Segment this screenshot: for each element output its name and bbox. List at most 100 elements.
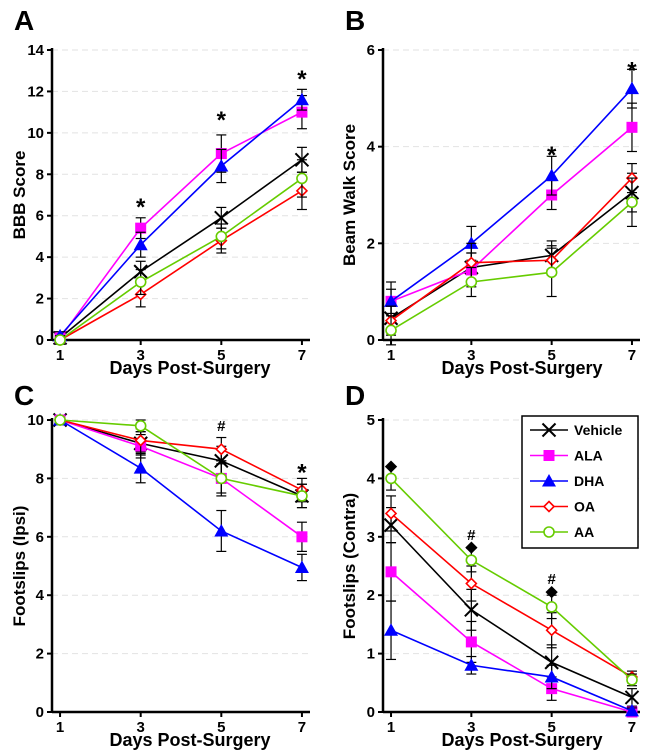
y-axis-title: Footslips (Contra) [340,493,359,639]
series-line [390,88,633,302]
annotation-marker: * [547,142,557,169]
annotation-marker: * [297,66,307,93]
x-tick-label: 3 [137,347,145,364]
series-line [390,477,633,681]
marker-x-stroke [464,602,479,618]
annotation-marker: ◆ [384,458,397,475]
data-point [54,334,66,346]
data-point [134,276,147,288]
series-line [390,512,633,678]
x-tick-label: 1 [56,719,64,736]
legend-label: DHA [574,473,604,489]
y-tick-label: 0 [36,704,44,721]
data-point [624,81,639,95]
x-tick-label: 5 [547,719,555,736]
y-tick-label: 1 [367,646,375,663]
series-line [59,177,303,341]
legend-item: ALA [530,448,603,464]
data-point [133,237,148,251]
y-tick-label: 6 [36,208,44,225]
y-axis-title: BBB Score [10,151,29,240]
annotation-marker: ◆ [545,583,558,600]
legend-label: ALA [574,448,603,464]
chart-panel-a: 0 2 4 6 8 10 12 14 1 3 5 7 Days Post-Surgery BBB Scor… [10,5,310,378]
series-line [59,419,303,538]
data-point [296,531,308,543]
y-tick-label: 2 [36,291,44,308]
y-tick-label: 8 [36,166,44,183]
y-tick-label: 6 [36,529,44,546]
legend-item: OA [530,499,595,515]
series-line [59,419,303,491]
series-dha [53,88,309,342]
y-tick-label: 0 [36,332,44,349]
x-tick-label: 7 [298,347,306,364]
y-tick-label: 4 [36,249,45,266]
x-tick-label: 7 [628,347,636,364]
series-ala [385,102,638,315]
y-axis-title: Footslips (Ipsi) [10,506,29,627]
data-point [624,703,639,717]
series-ala [54,414,308,553]
y-tick-label: 4 [367,470,376,487]
legend-swatch-marker [543,450,555,461]
annotation-marker: ◆ [465,539,478,556]
series-aa [385,466,638,687]
series-line [59,111,303,339]
series-vehicle [52,146,310,346]
data-point [626,121,638,133]
data-point [385,324,397,337]
data-point [54,414,66,426]
x-tick-label: 5 [547,347,555,364]
series-line [390,191,633,319]
data-point [545,624,558,637]
annotation-marker: * [627,58,637,85]
legend-item: Vehicle [530,422,622,438]
series-aa [54,159,308,346]
data-point [296,490,308,502]
marker-x-stroke [624,690,640,705]
data-point [545,601,558,613]
legend: Vehicle ALA DHA OA AA [521,415,639,549]
x-tick-label: 1 [387,719,395,736]
y-tick-label: 12 [27,83,44,100]
series-dha [53,413,309,582]
x-tick-label: 7 [298,719,306,736]
data-point [545,266,558,279]
data-point [384,507,398,520]
data-point [544,168,559,182]
series-line [390,571,633,713]
series-line [59,419,303,569]
legend-swatch-marker [543,526,555,538]
y-tick-label: 3 [367,529,375,546]
data-point [465,554,478,566]
data-point [464,602,479,618]
series-vehicle [383,172,640,334]
data-point [626,674,638,686]
data-point [385,472,397,485]
data-point [215,472,228,485]
y-tick-label: 5 [367,412,375,429]
x-axis-title: Days Post-Surgery [441,358,602,378]
legend-swatch-marker [541,422,557,438]
x-tick-label: 3 [467,347,475,364]
y-tick-label: 2 [367,235,375,252]
data-point [465,636,477,648]
panel-label: D [345,380,365,411]
data-point [385,566,397,578]
panel-label: A [14,5,34,36]
marker-x-stroke [214,210,229,225]
x-tick-label: 1 [56,347,64,364]
series-line [60,419,303,497]
data-point [214,523,229,537]
panel-label: C [14,380,34,411]
series-line [390,524,633,699]
legend-swatch-marker [542,474,556,487]
y-tick-label: 2 [367,587,375,604]
y-tick-label: 4 [36,587,45,604]
data-point [134,434,147,447]
x-tick-label: 3 [467,719,475,736]
panel-label: B [345,5,365,36]
series-line [390,201,633,332]
data-point [464,236,479,249]
